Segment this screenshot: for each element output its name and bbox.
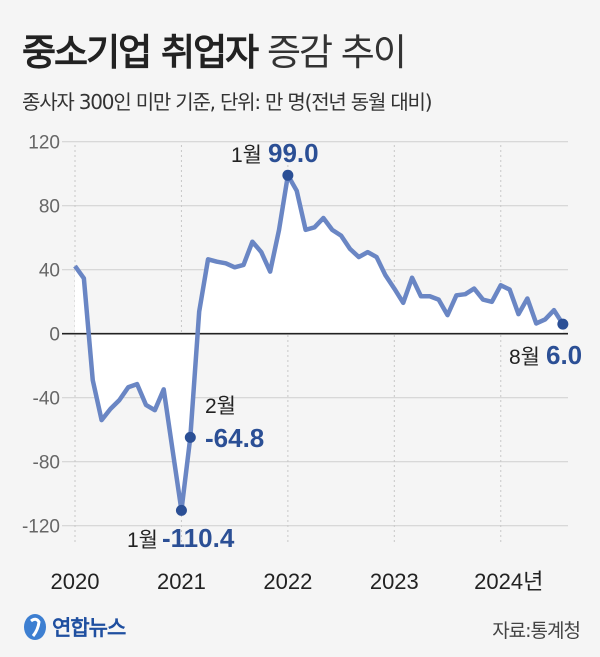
annotation-month: 1월 [127, 529, 158, 552]
annotation-month: 2월 [205, 395, 236, 418]
annotation-value: 99.0 [268, 138, 319, 168]
area-fill [75, 175, 563, 511]
y-tick-label: -40 [33, 389, 60, 410]
title-bold: 중소기업 취업자 [22, 31, 259, 74]
chart-subtitle: 종사자 300인 미만 기준, 단위: 만 명(전년 동월 대비) [22, 90, 433, 114]
y-tick-label: 0 [49, 325, 60, 346]
logo-icon [24, 614, 46, 640]
y-tick-label: 80 [39, 197, 60, 218]
logo-text: 연합뉴스 [52, 616, 126, 640]
y-tick-label: 40 [39, 261, 60, 282]
annotation-month: 8월 [509, 346, 540, 369]
chart-title: 중소기업 취업자 증감 추이 [22, 22, 407, 76]
annotation-value: -64.8 [205, 423, 264, 453]
x-tick-label: 2022 [263, 569, 312, 594]
yonhap-logo: 연합뉴스 [22, 612, 126, 642]
source-note: 자료:통계청 [492, 620, 581, 642]
highlight-point [175, 504, 187, 516]
y-tick-label: -80 [33, 453, 60, 474]
annotation-value: -110.4 [162, 523, 235, 553]
highlight-point [557, 318, 569, 330]
x-tick-label: 2023 [370, 569, 419, 594]
title-light: 증감 추이 [266, 31, 407, 74]
series-line [73, 173, 565, 513]
highlight-point [282, 169, 294, 181]
x-tick-label: 2020 [51, 569, 100, 594]
highlight-point [184, 431, 196, 443]
y-tick-label: 120 [28, 133, 60, 154]
x-tick-label: 2021 [157, 569, 206, 594]
x-tick-label: 2024년 [474, 569, 543, 594]
annotation-value: 6.0 [546, 340, 582, 370]
annotation-month: 1월 [231, 144, 262, 167]
y-tick-label: -120 [22, 517, 60, 538]
